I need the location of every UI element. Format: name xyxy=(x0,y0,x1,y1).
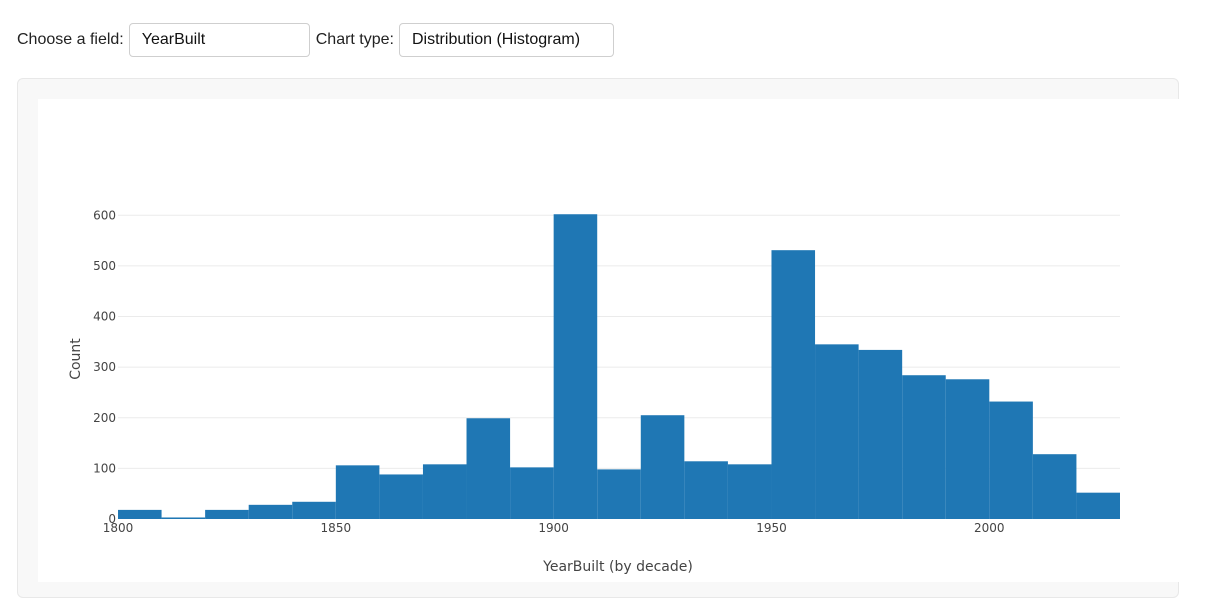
chart-type-label: Chart type: xyxy=(315,31,394,48)
histogram-bar[interactable] xyxy=(902,375,946,519)
histogram-bar[interactable] xyxy=(422,464,467,519)
histogram-bar[interactable] xyxy=(1032,454,1077,519)
histogram-chart: 0 100 200 300 400 500 600 1800 1850 1900 1950 2000… xyxy=(68,208,1120,575)
histogram-bar[interactable] xyxy=(118,509,162,519)
histogram-bar[interactable] xyxy=(510,467,554,519)
x-tick-label: 2000 xyxy=(974,521,1005,535)
histogram-bar[interactable] xyxy=(945,379,990,519)
histogram-bar[interactable] xyxy=(989,401,1033,519)
controls-bar: Choose a field: YearBuilt Chart type: Di… xyxy=(17,22,614,58)
histogram-bar[interactable] xyxy=(727,464,772,519)
histogram-bar[interactable] xyxy=(161,517,206,519)
histogram-bar[interactable] xyxy=(815,344,859,519)
x-tick-label: 1900 xyxy=(538,521,569,535)
histogram-bar[interactable] xyxy=(858,349,903,519)
x-tick-label: 1950 xyxy=(756,521,787,535)
histogram-bar[interactable] xyxy=(684,461,728,519)
y-tick-label: 0 xyxy=(108,512,116,526)
chart-type-select[interactable]: Distribution (Histogram) xyxy=(399,23,614,57)
x-axis-ticks: 1800 1850 1900 1950 2000 xyxy=(103,521,1005,535)
histogram-bar[interactable] xyxy=(248,504,293,519)
field-label: Choose a field: xyxy=(17,31,124,48)
chart-container: 0 100 200 300 400 500 600 1800 1850 1900 1950 2000… xyxy=(38,99,1223,582)
histogram-bar[interactable] xyxy=(1076,492,1120,519)
y-axis-title: Count xyxy=(68,338,84,380)
y-tick-label: 300 xyxy=(93,360,116,374)
chart-type-select-value: Distribution (Histogram) xyxy=(412,31,581,48)
x-tick-label: 1850 xyxy=(321,521,352,535)
histogram-bar[interactable] xyxy=(771,250,816,519)
histogram-bar[interactable] xyxy=(553,214,598,520)
field-select-value: YearBuilt xyxy=(141,31,206,48)
field-select[interactable]: YearBuilt xyxy=(128,23,310,57)
y-tick-label: 600 xyxy=(93,208,116,222)
y-tick-label: 500 xyxy=(93,259,116,273)
y-axis-ticks: 0 100 200 300 400 500 600 xyxy=(93,208,116,526)
y-tick-label: 400 xyxy=(93,310,116,324)
histogram-bar[interactable] xyxy=(640,415,685,519)
y-tick-label: 100 xyxy=(93,461,116,475)
x-tick-label: 1800 xyxy=(103,521,134,535)
y-tick-label: 200 xyxy=(93,411,116,425)
histogram-bar[interactable] xyxy=(205,509,249,519)
x-axis-title: YearBuilt (by decade) xyxy=(542,559,693,575)
histogram-bar[interactable] xyxy=(292,501,336,519)
histogram-bars xyxy=(118,214,1120,520)
histogram-bar[interactable] xyxy=(379,474,423,519)
histogram-bar[interactable] xyxy=(335,465,380,519)
histogram-bar[interactable] xyxy=(466,418,511,519)
histogram-bar[interactable] xyxy=(597,469,641,519)
